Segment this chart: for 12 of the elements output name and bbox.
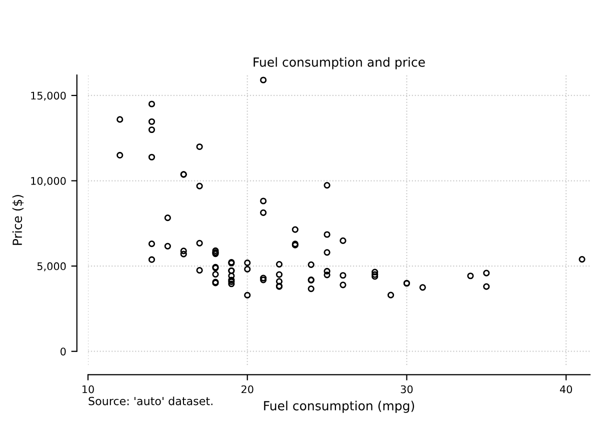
source-note: Source: 'auto' dataset. [88,396,212,406]
y-tick-label: 5,000 [37,262,66,272]
chart-title: Fuel consumption and price [254,57,425,70]
y-tick-label: 0 [60,348,66,356]
x-axis-title: Fuel consumption (mpg) [264,400,414,413]
x-tick-label: 20 [242,385,254,394]
x-tick-label: 10 [82,385,94,394]
y-axis-title: Price ($) [12,194,24,245]
y-tick-label: 10,000 [31,176,66,186]
y-tick-label: 15,000 [31,92,66,101]
x-tick-label: 30 [400,385,413,394]
x-tick-label: 40 [560,385,572,394]
